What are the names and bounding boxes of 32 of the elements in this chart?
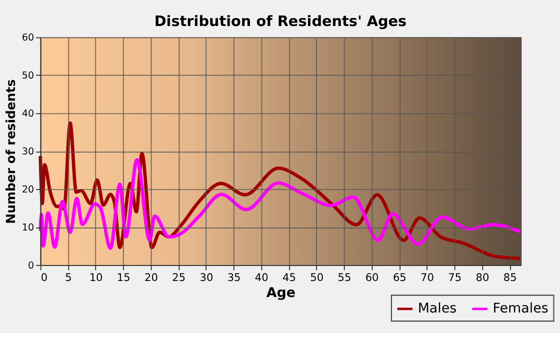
y-tick-label: 0	[28, 260, 34, 272]
x-tick-label: 25	[172, 272, 186, 284]
x-tick-label: 55	[338, 272, 352, 284]
legend-label: Males	[418, 302, 457, 317]
x-tick-label: 15	[116, 272, 130, 284]
legend-label: Females	[492, 302, 548, 317]
y-tick-label: 30	[22, 146, 34, 158]
y-tick-label: 20	[22, 184, 34, 196]
x-tick-label: 65	[392, 272, 406, 284]
x-tick-label: 5	[65, 272, 72, 284]
x-tick-label: 85	[503, 272, 517, 284]
y-tick-label: 50	[22, 70, 34, 82]
x-tick-label: 40	[254, 272, 269, 284]
x-tick-label: 35	[227, 272, 241, 284]
x-tick-label: 75	[448, 272, 462, 284]
y-tick-label: 40	[22, 108, 34, 120]
y-tick-label: 60	[22, 32, 34, 44]
x-axis-title: Age	[266, 286, 296, 302]
line-series	[38, 158, 522, 250]
line-series	[38, 121, 522, 260]
x-tick-label: 70	[420, 272, 434, 284]
x-tick-label: 50	[310, 272, 324, 284]
x-tick-label: 60	[365, 272, 380, 284]
x-tick-label: 80	[476, 272, 490, 284]
x-tick-label: 20	[144, 272, 158, 284]
y-tick-label: 10	[22, 222, 34, 234]
x-tick-label: 30	[200, 272, 214, 284]
x-tick-label: 10	[89, 272, 104, 284]
chart-title: Distribution of Residents' Ages	[154, 14, 407, 30]
y-axis-title: Number of residents	[3, 79, 18, 224]
x-tick-label: 45	[282, 272, 296, 284]
x-tick-label: 0	[40, 272, 48, 284]
